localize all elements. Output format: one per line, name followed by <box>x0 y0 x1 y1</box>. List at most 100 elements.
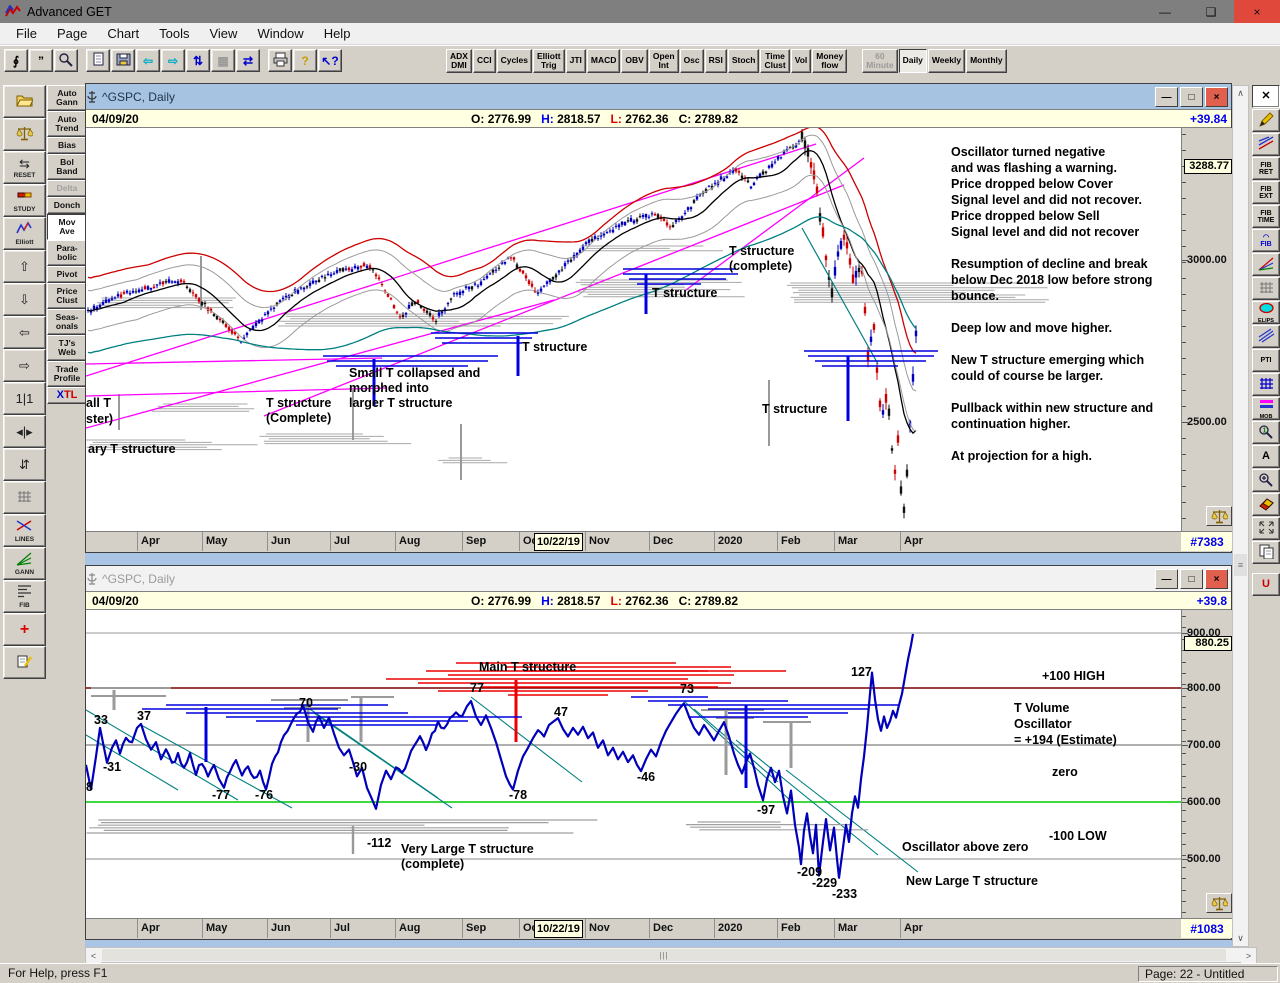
new-page-button[interactable] <box>86 49 110 72</box>
indicator-button-stoch[interactable]: Stoch <box>727 48 760 73</box>
axis-scales-button[interactable] <box>1206 893 1232 913</box>
study-button-bias[interactable]: Bias <box>47 137 87 154</box>
scroll-right-arrow-icon[interactable]: > <box>1241 948 1256 963</box>
help-button[interactable]: ? <box>293 49 317 72</box>
chart1-close-button[interactable]: × <box>1205 87 1228 107</box>
page-forward-button[interactable]: ⇨ <box>161 49 185 72</box>
study-button-seas--onals[interactable]: Seas- onals <box>47 309 87 335</box>
scrollbar-thumb[interactable]: ||| <box>102 949 1226 961</box>
indicator-button-obv[interactable]: OBV <box>621 48 648 73</box>
page-back-button[interactable]: ⇦ <box>136 49 160 72</box>
indicator-button-jti[interactable]: JTI <box>565 48 586 73</box>
chart1-maximize-button[interactable]: □ <box>1180 87 1203 107</box>
angles-tool-button[interactable] <box>1252 325 1280 348</box>
grid-button[interactable] <box>3 481 46 514</box>
grid-tool-button[interactable] <box>1252 277 1280 300</box>
indicator-button-cycles[interactable]: Cycles <box>496 48 533 73</box>
scroll-left-button[interactable]: ⇦ <box>3 316 46 349</box>
menu-item-window[interactable]: Window <box>257 25 304 41</box>
study-button-auto-gann[interactable]: Auto Gann <box>47 85 87 111</box>
bar-spacing-button[interactable]: 1|1 <box>3 382 46 415</box>
chart2-close-button[interactable]: × <box>1205 569 1228 589</box>
restore-button[interactable]: ❑ <box>1205 4 1217 19</box>
menu-item-view[interactable]: View <box>209 25 238 41</box>
study-button-bol-band[interactable]: Bol Band <box>47 154 87 180</box>
chart2-time-axis[interactable]: Apr May Jun Jul Aug Sep Oct Nov Dec 2020 Feb Mar Apr… <box>86 918 1181 938</box>
delete-tool-button[interactable]: ✕ <box>1252 85 1280 108</box>
scroll-down-arrow-icon[interactable]: ∨ <box>1233 931 1248 946</box>
axis-scales-button[interactable] <box>1206 506 1232 526</box>
fan-tool-button[interactable] <box>1252 253 1280 276</box>
study-button-donch[interactable]: Donch <box>47 197 87 214</box>
print-button[interactable] <box>268 49 292 72</box>
timeframe-button-monthly[interactable]: Monthly <box>966 48 1007 73</box>
menu-item-page[interactable]: Page <box>56 25 88 41</box>
pages-tool-button[interactable] <box>1252 541 1280 564</box>
minimize-button[interactable]: — <box>1159 4 1171 19</box>
menu-item-chart[interactable]: Chart <box>107 25 140 41</box>
gann-button[interactable]: GANN <box>3 547 46 580</box>
chart2-maximize-button[interactable]: □ <box>1180 569 1203 589</box>
indicator-button-elliott[interactable]: Elliott Trig <box>533 48 565 73</box>
chart1-price-axis[interactable]: 3000.00 2500.00 3288.77 <box>1181 128 1233 531</box>
close-button[interactable]: × <box>1234 0 1280 23</box>
chart2-titlebar[interactable]: ^GSPC, Daily — □ × <box>86 566 1231 591</box>
timeframe-button-weekly[interactable]: Weekly <box>927 48 966 73</box>
chart1-minimize-button[interactable]: — <box>1155 87 1178 107</box>
indicator-button-adx[interactable]: ADX DMI <box>446 48 472 73</box>
pointer-tool-button[interactable]: ∮ <box>4 49 28 72</box>
menu-item-tools[interactable]: Tools <box>159 25 190 41</box>
quote-button[interactable]: ” <box>29 49 53 72</box>
study-button[interactable]: STUDY <box>3 184 46 217</box>
zoom-in-tool-button[interactable] <box>1252 469 1280 492</box>
page-edit-button[interactable] <box>3 646 46 679</box>
study-button-delta[interactable]: Delta <box>47 180 87 197</box>
fib-retracement-tool[interactable]: FIB RET <box>1252 157 1280 180</box>
study-button-tjs-web[interactable]: TJ's Web <box>47 335 87 361</box>
horizontal-scrollbar[interactable]: < ||| > <box>85 947 1257 963</box>
indicator-button-osc[interactable]: Osc <box>679 48 704 73</box>
copy-chart-button[interactable]: ⇅ <box>186 49 210 72</box>
indicator-button-macd[interactable]: MACD <box>586 48 621 73</box>
fib-time-tool[interactable]: FIB TIME <box>1252 205 1280 228</box>
study-button-para--bolic[interactable]: Para- bolic <box>47 240 87 266</box>
lines-button[interactable]: LINES <box>3 514 46 547</box>
open-chart-button[interactable] <box>3 85 46 118</box>
save-button[interactable] <box>111 49 135 72</box>
scroll-up-button[interactable]: ⇧ <box>3 250 46 283</box>
fib-arc-tool[interactable]: ◠ FIB <box>1252 229 1280 252</box>
study-button-pivot[interactable]: Pivot <box>47 266 87 283</box>
pencil-tool-button[interactable] <box>1252 109 1280 132</box>
elliott-button[interactable]: Elliott <box>3 217 46 250</box>
compress-vertical-button[interactable]: ⇵ <box>3 448 46 481</box>
zoom-button[interactable] <box>54 49 78 72</box>
pti-tool-button[interactable]: PTI <box>1252 349 1280 372</box>
indicator-button-vol[interactable]: Vol <box>790 48 812 73</box>
timeframe-button-60-minute[interactable]: 60 Minute <box>862 48 898 73</box>
study-button-trade-profile[interactable]: Trade Profile <box>47 361 87 387</box>
fib-button[interactable]: FIB <box>3 580 46 613</box>
indicator-button-rsi[interactable]: RSI <box>704 48 727 73</box>
study-button-auto-trend[interactable]: Auto Trend <box>47 111 87 137</box>
expand-horizontal-button[interactable]: ◂|▸ <box>3 415 46 448</box>
indicator-button-money[interactable]: Money flow <box>812 48 848 73</box>
splitter-grip[interactable]: ≡ <box>1234 554 1247 576</box>
delete-chart-button[interactable]: ▦ <box>211 49 235 72</box>
menu-item-help[interactable]: Help <box>323 25 351 41</box>
chart1-plot-area[interactable]: Oscillator turned negative and was flash… <box>86 128 1181 531</box>
study-button-xtl[interactable]: XTL <box>47 387 87 404</box>
scroll-up-arrow-icon[interactable]: ∧ <box>1233 86 1248 101</box>
mob-tool-button[interactable]: MOB <box>1252 397 1280 420</box>
ellipse-tool-button[interactable]: ELIPS <box>1252 301 1280 324</box>
expand-tool-button[interactable] <box>1252 517 1280 540</box>
study-button-mov-ave[interactable]: Mov Ave <box>47 214 87 240</box>
vertical-scrollbar[interactable]: ∧ ≡ ∨ <box>1232 85 1249 947</box>
context-help-button[interactable]: ↖? <box>318 49 342 72</box>
scroll-down-button[interactable]: ⇩ <box>3 283 46 316</box>
trendlines-tool-button[interactable] <box>1252 133 1280 156</box>
reset-button[interactable]: ⇆ RESET <box>3 151 46 184</box>
fib-extension-tool[interactable]: FIB EXT <box>1252 181 1280 204</box>
timeframe-button-daily[interactable]: Daily <box>898 48 927 73</box>
scroll-right-button[interactable]: ⇨ <box>3 349 46 382</box>
bluegrid-tool-button[interactable] <box>1252 373 1280 396</box>
